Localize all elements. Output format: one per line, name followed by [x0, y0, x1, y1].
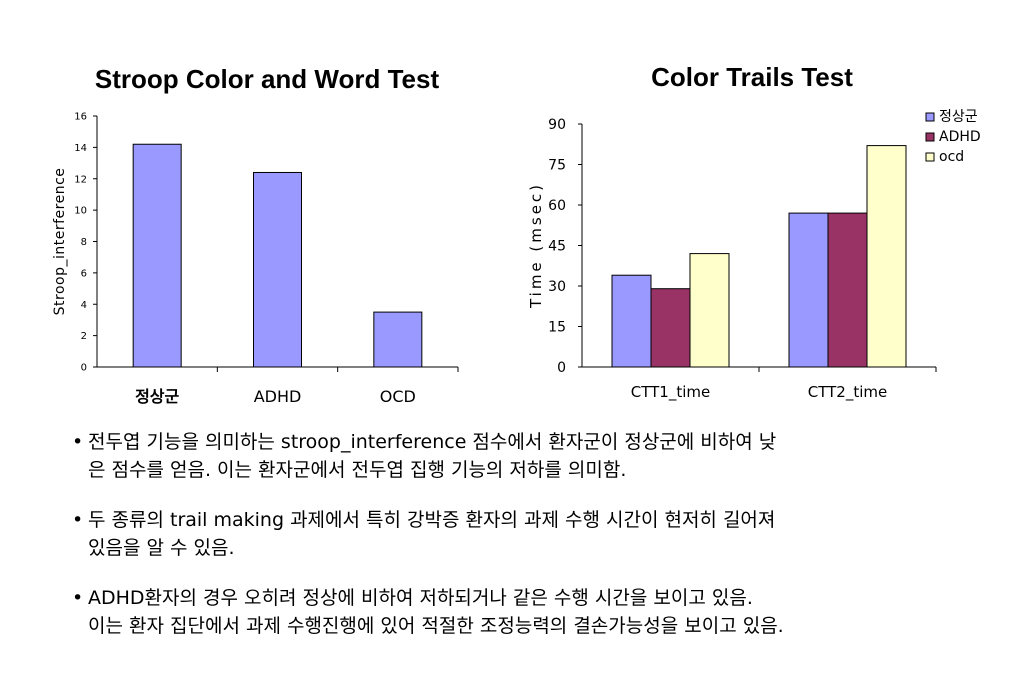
legend-swatch	[925, 152, 935, 162]
y-tick-label: 15	[548, 320, 566, 336]
chart-title: Stroop Color and Word Test	[95, 64, 440, 94]
y-tick-label: 45	[548, 239, 566, 255]
legend-label: ocd	[939, 149, 964, 165]
y-tick-label: 60	[548, 198, 566, 214]
bar	[650, 288, 691, 368]
y-tick-label: 2	[81, 331, 87, 342]
bar	[866, 145, 907, 368]
y-axis-label: Time (msec)	[527, 182, 545, 309]
y-tick-label: 0	[81, 363, 87, 374]
x-tick-label: CTT2_time	[808, 383, 887, 402]
charts-area: Stroop Color and Word Test 0 2 4 6 8 10 12 14 16 정…	[52, 62, 981, 406]
y-tick-label: 75	[548, 158, 566, 174]
bar	[788, 212, 829, 368]
legend-label: 정상군	[939, 109, 978, 125]
y-tick-label: 12	[74, 174, 87, 185]
bar	[689, 253, 730, 368]
color-trails-chart: Color Trails Test 0 15 30 45 60 75 90 CTT1_time C…	[527, 62, 981, 402]
y-tick-label: 6	[81, 268, 87, 279]
bullet-item-3: • ADHD환자의 경우 오히려 정상에 비하여 저하되거나 같은 수행 시간을…	[72, 584, 1012, 640]
y-tick-label: 0	[557, 360, 566, 376]
bullet-text: 은 점수를 얻음. 이는 환자군에서 전두엽 집행 기능의 저하를 의미함.	[88, 459, 627, 481]
stroop-chart: Stroop Color and Word Test 0 2 4 6 8 10 12 14 16 정…	[52, 64, 459, 406]
bar	[132, 143, 182, 368]
y-tick-label: 30	[548, 279, 566, 295]
legend-label: ADHD	[939, 129, 981, 145]
y-axis-label: Stroop_interference	[52, 168, 68, 316]
x-tick-label: 정상군	[135, 387, 179, 406]
y-tick-label: 10	[74, 206, 87, 217]
bullet-list: • 전두엽 기능을 의미하는 stroop_interference 점수에서 …	[72, 428, 1012, 662]
bullet-text: ADHD환자의 경우 오히려 정상에 비하여 저하되거나 같은 수행 시간을 보…	[88, 587, 753, 609]
bullet-item-1: • 전두엽 기능을 의미하는 stroop_interference 점수에서 …	[72, 428, 1012, 484]
legend-swatch	[925, 132, 935, 142]
bullet-item-2: • 두 종류의 trail making 과제에서 특히 강박증 환자의 과제 …	[72, 506, 1012, 562]
x-tick-label: ADHD	[254, 387, 302, 406]
bar	[611, 274, 652, 368]
bullet-text: 이는 환자 집단에서 과제 수행진행에 있어 적절한 조정능력의 결손가능성을 …	[88, 615, 784, 637]
y-tick-label: 4	[81, 300, 87, 311]
bullet-dot: •	[72, 509, 84, 531]
legend-swatch	[925, 112, 935, 122]
chart-title: Color Trails Test	[651, 62, 853, 92]
x-tick-label: OCD	[380, 387, 416, 406]
y-tick-label: 90	[548, 117, 566, 133]
bar	[827, 212, 868, 368]
y-tick-label: 8	[81, 237, 87, 248]
y-tick-label: 14	[74, 143, 87, 154]
bullet-text: 두 종류의 trail making 과제에서 특히 강박증 환자의 과제 수행…	[88, 509, 776, 531]
bar	[373, 311, 423, 368]
bullet-dot: •	[72, 431, 84, 453]
bullet-text: 있음을 알 수 있음.	[88, 537, 235, 559]
x-tick-label: CTT1_time	[631, 383, 710, 402]
y-tick-label: 16	[74, 112, 87, 123]
bullet-text: 전두엽 기능을 의미하는 stroop_interference 점수에서 환자…	[88, 431, 777, 453]
bullet-dot: •	[72, 587, 84, 609]
bar	[253, 171, 302, 368]
